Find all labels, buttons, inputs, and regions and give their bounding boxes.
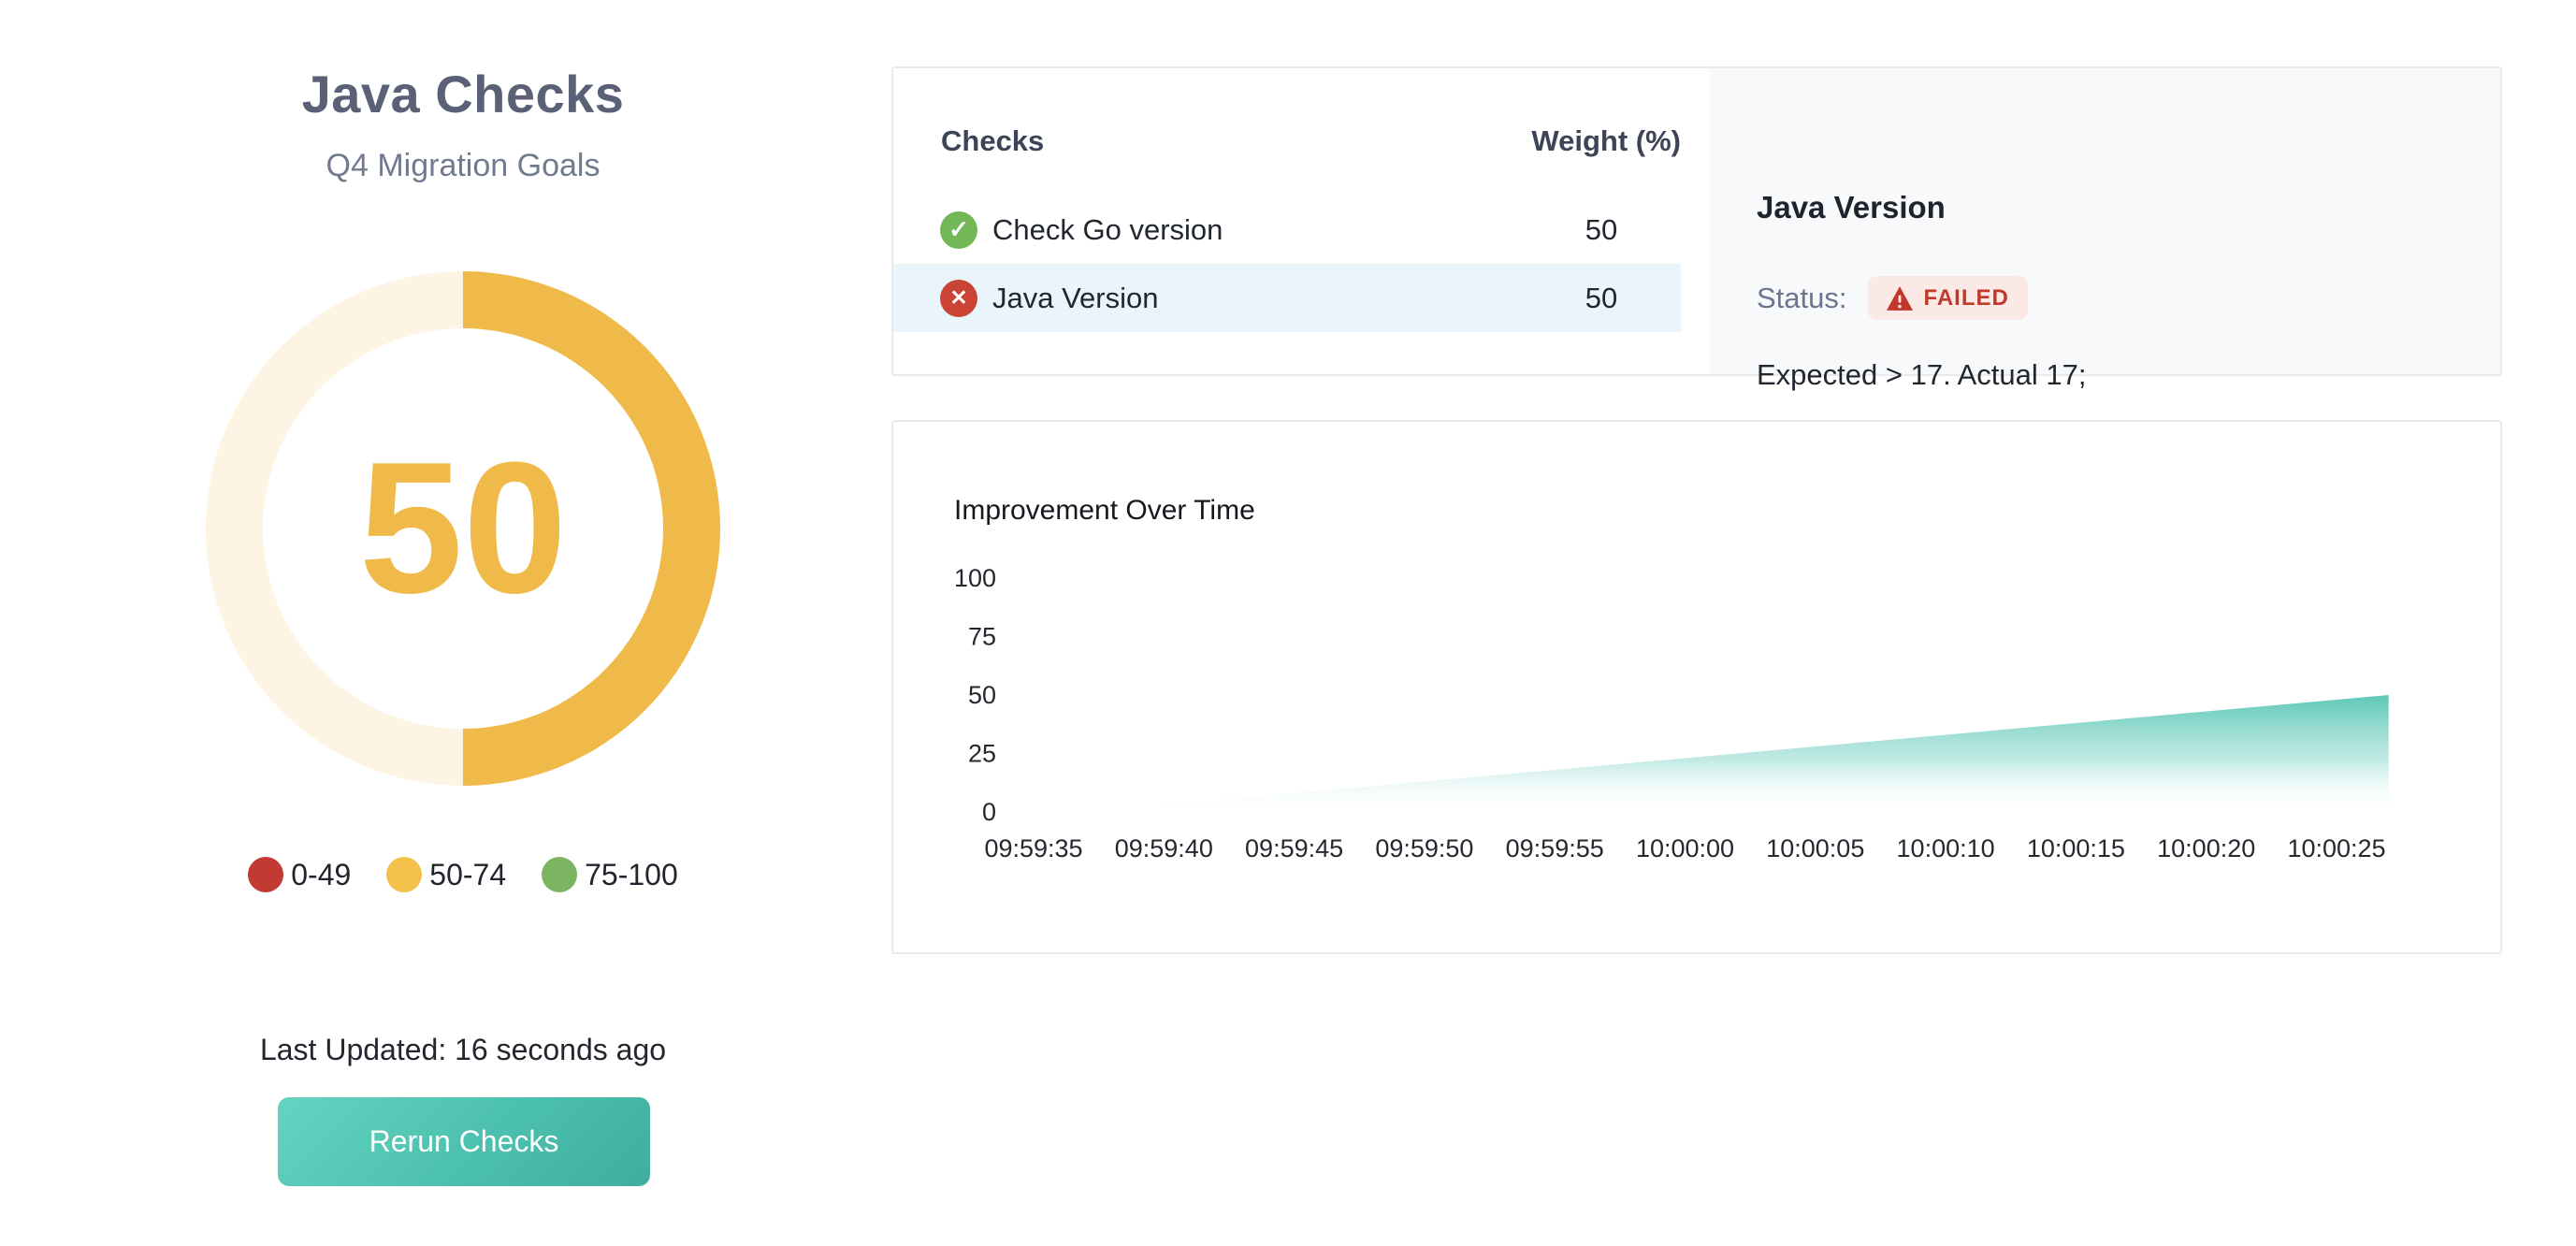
- y-tick-label: 75: [968, 623, 996, 651]
- score-donut-chart: 50: [206, 271, 720, 786]
- check-detail-panel: Java Version Status: FAILED Expected > 1…: [1710, 68, 2500, 391]
- x-tick-label: 10:00:05: [1766, 834, 1864, 862]
- improvement-area-chart: 100 75 50 25 0 09:59:35 09:59:40 09:59:45 09:59:…: [954, 564, 2389, 862]
- legend-item-mid: 50-74: [386, 857, 506, 892]
- check-circle-icon: [940, 210, 977, 249]
- page-subtitle: Q4 Migration Goals: [326, 148, 601, 183]
- improvement-chart-card: Improvement Over Time 100 75 50 25 0 09:59:35…: [891, 420, 2502, 954]
- column-header-checks: Checks: [941, 124, 1045, 157]
- check-weight: 50: [1585, 212, 1618, 246]
- status-badge: FAILED: [1867, 276, 2028, 320]
- y-tick-label: 100: [954, 564, 996, 592]
- y-tick-label: 25: [968, 740, 996, 768]
- detail-title: Java Version: [1757, 190, 1946, 225]
- check-name: Check Go version: [992, 212, 1223, 246]
- score-legend: 0-49 50-74 75-100: [159, 857, 767, 892]
- x-tick-label: 09:59:35: [984, 834, 1082, 862]
- warning-icon: [1886, 285, 1913, 311]
- x-tick-label: 09:59:55: [1506, 834, 1604, 862]
- x-tick-label: 09:59:45: [1245, 834, 1343, 862]
- y-tick-label: 0: [982, 798, 996, 826]
- x-tick-label: 10:00:00: [1636, 834, 1734, 862]
- status-badge-text: FAILED: [1923, 284, 2009, 311]
- check-name: Java Version: [992, 281, 1159, 314]
- legend-item-high: 75-100: [542, 857, 678, 892]
- checks-table: Checks Weight (%) Check Go version 50 Ja…: [893, 68, 1710, 374]
- score-value: 50: [358, 424, 568, 632]
- legend-dot-yellow: [386, 857, 423, 892]
- legend-dot-red: [248, 857, 284, 892]
- detail-status-row: Status: FAILED: [1757, 276, 2028, 320]
- status-label: Status:: [1757, 281, 1847, 314]
- page-title: Java Checks: [301, 65, 625, 123]
- detail-message: Expected > 17. Actual 17;: [1757, 358, 2087, 391]
- checks-table-header: Checks Weight (%): [893, 121, 1681, 162]
- legend-item-low: 0-49: [248, 857, 351, 892]
- checks-card: Checks Weight (%) Check Go version 50 Ja…: [891, 66, 2502, 391]
- chart-title: Improvement Over Time: [954, 495, 1255, 526]
- x-tick-label: 09:59:50: [1375, 834, 1473, 862]
- legend-label: 50-74: [429, 857, 507, 891]
- check-weight: 50: [1585, 281, 1618, 314]
- legend-label: 75-100: [585, 857, 678, 891]
- x-tick-label: 09:59:40: [1115, 834, 1213, 862]
- column-header-weight: Weight (%): [1531, 124, 1681, 157]
- donut-hole: 50: [263, 328, 663, 729]
- rerun-checks-button[interactable]: Rerun Checks: [278, 1097, 650, 1186]
- y-tick-label: 50: [968, 681, 996, 709]
- improvement-area-series: [1085, 695, 2389, 812]
- legend-dot-green: [542, 857, 578, 892]
- legend-label: 0-49: [291, 857, 352, 891]
- x-circle-icon: [940, 279, 977, 317]
- x-tick-label: 10:00:15: [2027, 834, 2125, 862]
- table-row-check-go-version[interactable]: Check Go version 50: [893, 196, 1681, 264]
- x-tick-label: 10:00:25: [2287, 834, 2385, 862]
- x-tick-label: 10:00:10: [1897, 834, 1995, 862]
- last-updated-text: Last Updated: 16 seconds ago: [259, 1033, 667, 1066]
- table-row-java-version[interactable]: Java Version 50: [893, 264, 1681, 332]
- x-tick-label: 10:00:20: [2157, 834, 2255, 862]
